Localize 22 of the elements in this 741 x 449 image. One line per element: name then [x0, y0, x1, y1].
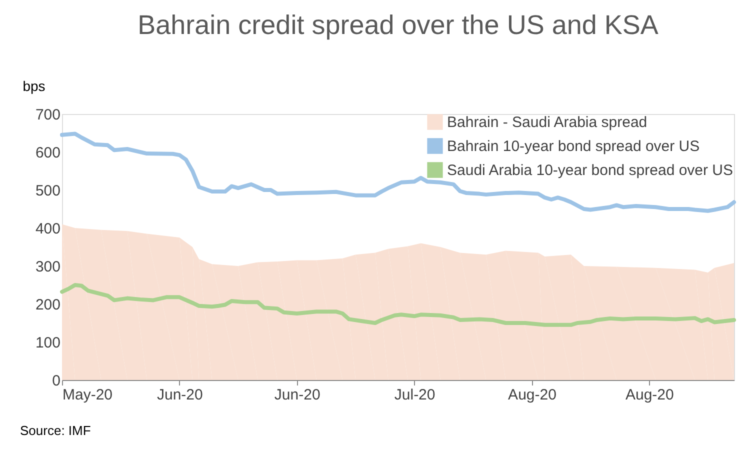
- y-tick-label: 700: [35, 106, 60, 124]
- y-tick-label: 0: [52, 372, 60, 390]
- y-tick-label: 200: [35, 296, 60, 314]
- line-series: [60, 132, 736, 213]
- x-tick-label: Jun-20: [157, 386, 203, 404]
- legend-label: Bahrain - Saudi Arabia spread: [447, 114, 648, 131]
- x-tick-label: Jul-20: [394, 386, 436, 404]
- source-note: Source: IMF: [20, 423, 91, 438]
- x-tick-label: Jun-20: [274, 386, 320, 404]
- x-tick-label: Aug-20: [508, 386, 556, 404]
- legend-label: Saudi Arabia 10-year bond spread over US: [447, 162, 734, 179]
- y-tick-label: 600: [35, 144, 60, 162]
- legend-label: Bahrain 10-year bond spread over US: [447, 138, 700, 155]
- y-tick-label: 500: [35, 182, 60, 200]
- y-tick-label: 300: [35, 258, 60, 276]
- y-tick-label: 400: [35, 220, 60, 238]
- y-tick-label: 100: [35, 334, 60, 352]
- chart-title: Bahrain credit spread over the US and KSA: [138, 10, 658, 40]
- line-series: [60, 283, 736, 327]
- y-axis-title: bps: [22, 78, 46, 94]
- x-tick-label: May-20: [62, 386, 113, 404]
- x-tick-label: Aug-20: [625, 386, 674, 404]
